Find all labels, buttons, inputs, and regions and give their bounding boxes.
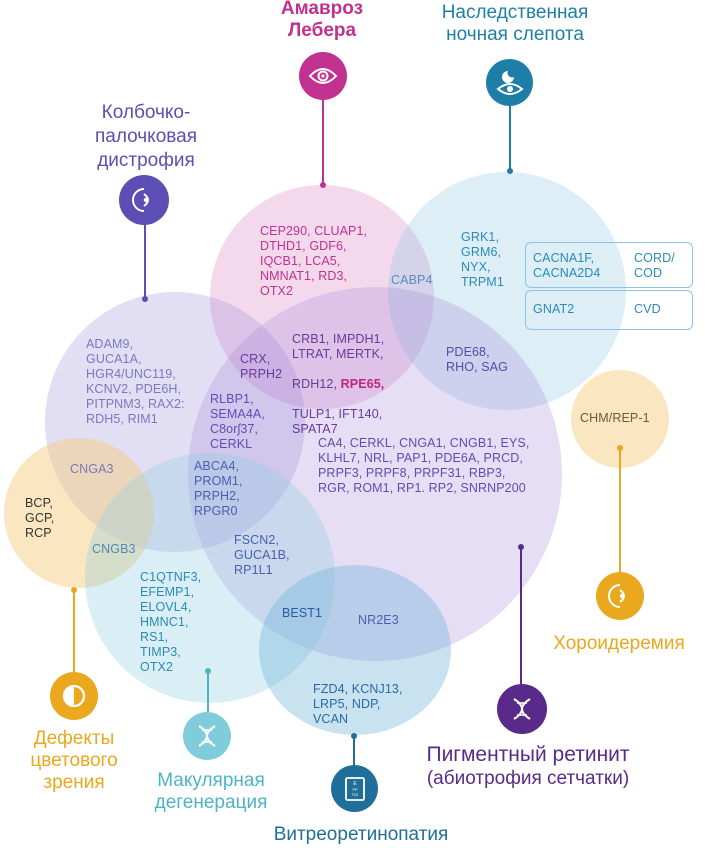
label-retinitis-subtitle: (абиотрофия сетчатки) <box>426 768 630 789</box>
genes-lca-rp: CRB1, IMPDH1, LTRAT, MERTK, RDH12, RPE65… <box>292 317 384 437</box>
genes-lca-rp-c: TULP1, IFT140, SPATA7 <box>292 407 383 436</box>
genes-vitreo-only: FZD4, KCNJ13, LRP5, NDP, VCAN <box>313 682 403 726</box>
genes-cord-only: ADAM9, GUCA1A, HGR4/UNC119, KCNV2, PDE6H… <box>86 337 185 426</box>
circle-retinitis <box>188 287 562 661</box>
circle-macular <box>85 453 335 703</box>
genes-lca-only: CEP290, CLUAP1, DTHD1, GDF6, IQCB1, LCA5… <box>260 224 368 298</box>
genes-abca4: ABCA4, PROM1, PRPH2, RPGR0 <box>194 459 243 518</box>
dna-icon <box>183 712 231 760</box>
label-vitreoretinopathy: Витреоретинопатия <box>273 824 449 845</box>
genes-pde68: PDE68, RHO, SAG <box>446 345 508 374</box>
genes-box1-right: CORD/ COD <box>634 251 675 280</box>
stem-color-vision <box>73 590 75 678</box>
genes-crx: CRX, PRPH2 <box>240 352 283 381</box>
dot-macular <box>205 668 211 674</box>
label-choroideremia: Хороидеремия <box>553 633 685 654</box>
genes-rlbp1: RLBP1, SEMA4A, C8orʃ37, CERKL <box>210 392 265 451</box>
gene-box-2 <box>525 290 693 330</box>
stem-choroideremia <box>619 448 621 572</box>
label-macular: Макулярная дегенерация <box>154 770 268 813</box>
genes-box1-left: CACNA1F, CACNA2D4 <box>533 251 601 280</box>
eye-chart-icon: E FP TOZ <box>331 765 378 812</box>
stem-macular <box>207 672 209 712</box>
eye-profile-icon <box>119 175 169 225</box>
half-circle-icon <box>50 672 98 720</box>
stem-vitreoretinopathy <box>353 737 355 765</box>
genes-cnga3: CNGA3 <box>70 462 114 476</box>
stem-amaurosis <box>322 100 324 186</box>
gene-box-1 <box>525 242 693 288</box>
genes-box2-right: CVD <box>634 302 661 316</box>
genes-lca-rp-b-prefix: RDH12, <box>292 377 341 391</box>
genes-cngb3: CNGB3 <box>92 542 136 556</box>
stem-retinitis <box>520 548 522 684</box>
stem-cone-rod <box>144 222 146 298</box>
genes-lca-rp-highlight: RPE65, <box>340 377 385 391</box>
label-cone-rod: Колбочко- палочковая дистрофия <box>94 102 198 171</box>
genes-best1: BEST1 <box>282 606 323 620</box>
dot-amaurosis <box>320 182 326 188</box>
dot-color-vision <box>71 587 77 593</box>
circle-night-blindness <box>388 172 626 410</box>
circle-color-vision <box>4 438 154 588</box>
dot-night-blindness <box>507 168 513 174</box>
circle-vitreoretinopathy <box>259 565 451 735</box>
night-eye-icon <box>486 59 533 106</box>
label-night-blindness: Наследственная ночная слепота <box>441 2 589 45</box>
genes-macular-only: C1QTNF3, EFEMP1, ELOVL4, HMNC1, RS1, TIM… <box>140 570 202 674</box>
genes-lca-rp-a: CRB1, IMPDH1, LTRAT, MERTK, <box>292 332 385 361</box>
genes-cabp4: CABP4 <box>391 273 433 287</box>
svg-text:E: E <box>353 781 357 787</box>
dot-choroideremia <box>617 445 623 451</box>
genes-bcp: BCP, GCP, RCP <box>25 496 55 540</box>
label-amaurosis: Амавроз Лебера <box>280 0 364 41</box>
dot-vitreoretinopathy <box>351 733 357 739</box>
label-retinitis: Пигментный ретинит <box>426 743 630 766</box>
stem-night-blindness <box>509 105 511 171</box>
eye-profile-icon <box>596 572 644 620</box>
circle-amaurosis <box>210 185 434 409</box>
dot-cone-rod <box>142 296 148 302</box>
genes-fscn2: FSCN2, GUCA1B, RP1L1 <box>234 533 290 577</box>
genes-box2-left: GNAT2 <box>533 302 575 316</box>
genes-nr2e3: NR2E3 <box>358 613 399 627</box>
dna-icon <box>497 684 547 734</box>
genes-chm: CHM/REP-1 <box>580 411 650 425</box>
svg-text:FP: FP <box>352 787 357 792</box>
eye-icon <box>299 52 347 100</box>
dot-retinitis <box>518 544 524 550</box>
label-color-vision: Дефекты цветового зрения <box>30 728 118 793</box>
genes-rp-only: CA4, CERKL, CNGA1, CNGB1, EYS, KLHL7, NR… <box>318 436 530 495</box>
svg-text:TOZ: TOZ <box>351 793 358 797</box>
genes-csnb-only: GRK1, GRM6, NYX, TRPM1 <box>461 230 504 289</box>
